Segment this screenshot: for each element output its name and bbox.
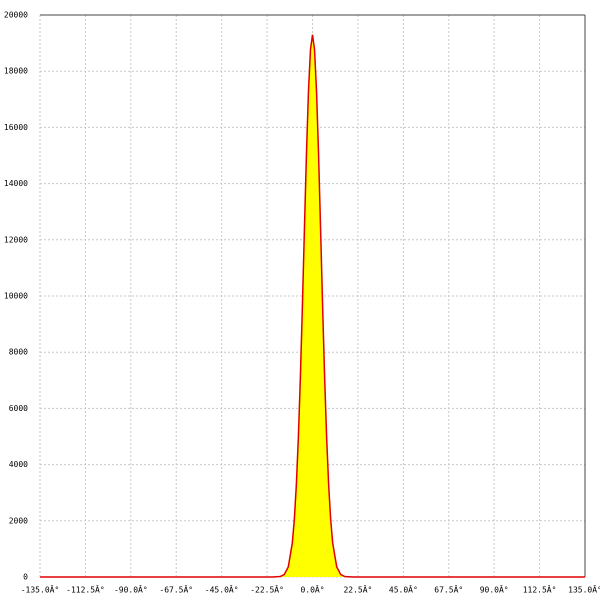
y-tick-label: 16000 xyxy=(4,123,28,132)
x-tick-label: 0.0Â° xyxy=(300,584,324,595)
x-tick-label: -67.5Â° xyxy=(159,584,193,595)
x-tick-label: 22.5Â° xyxy=(343,584,372,595)
y-tick-label: 12000 xyxy=(4,235,28,244)
y-tick-label: 20000 xyxy=(4,11,28,20)
x-tick-label: 67.5Â° xyxy=(434,584,463,595)
x-tick-label: -90.0Â° xyxy=(114,584,148,595)
area-fill xyxy=(40,34,585,578)
y-tick-label: 0 xyxy=(23,573,28,582)
y-tick-label: 10000 xyxy=(4,292,28,301)
x-tick-label: 135.0Â° xyxy=(568,584,600,595)
y-tick-label: 4000 xyxy=(9,460,28,469)
x-tick-label: -22.5Â° xyxy=(250,584,284,595)
y-tick-label: 2000 xyxy=(9,516,28,525)
x-tick-label: -135.0Â° xyxy=(21,584,60,595)
y-tick-label: 18000 xyxy=(4,67,28,76)
y-tick-label: 14000 xyxy=(4,179,28,188)
x-tick-label: 90.0Â° xyxy=(480,584,509,595)
x-tick-label: -112.5Â° xyxy=(66,584,105,595)
x-tick-label: 45.0Â° xyxy=(389,584,418,595)
x-tick-label: -45.0Â° xyxy=(205,584,239,595)
area-line xyxy=(40,34,585,578)
y-tick-label: 6000 xyxy=(9,404,28,413)
y-tick-label: 8000 xyxy=(9,348,28,357)
x-tick-label: 112.5Â° xyxy=(523,584,557,595)
